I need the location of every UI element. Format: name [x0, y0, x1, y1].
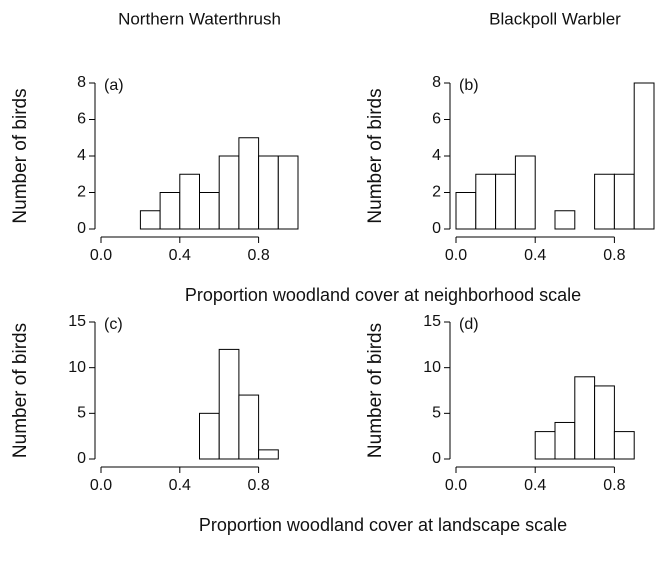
- bar: [199, 412, 220, 460]
- bar: [159, 192, 181, 230]
- y-tick-label: 2: [432, 184, 441, 201]
- y-tick-label: 0: [77, 450, 86, 467]
- x-tick-label: 0.4: [524, 477, 546, 494]
- y-axis-label: Number of birds: [365, 88, 386, 223]
- bar: [238, 137, 260, 230]
- x-tick-label: 0.8: [247, 477, 269, 494]
- bar: [277, 155, 299, 230]
- bar: [218, 155, 240, 230]
- bar: [554, 421, 576, 460]
- bar: [574, 376, 596, 460]
- panel-label: (d): [459, 316, 479, 333]
- panel-label: (c): [104, 316, 123, 333]
- bar: [613, 431, 635, 460]
- y-axis-label: Number of birds: [10, 88, 31, 223]
- y-tick-label: 8: [77, 74, 86, 91]
- x-tick-label: 0.8: [603, 247, 625, 264]
- x-tick-label: 0.0: [90, 477, 112, 494]
- bar: [633, 82, 655, 230]
- x-tick-label: 0.4: [169, 477, 191, 494]
- x-axis-label: Proportion woodland cover at neighborhoo…: [185, 285, 581, 305]
- y-axis-label: Number of birds: [365, 323, 386, 458]
- bar: [475, 173, 497, 230]
- y-tick-label: 6: [432, 111, 441, 128]
- y-axis-label: Number of birds: [10, 323, 31, 458]
- y-tick-label: 0: [432, 450, 441, 467]
- y-tick-label: 0: [432, 220, 441, 237]
- y-tick-label: 8: [432, 74, 441, 91]
- y-tick-label: 5: [77, 405, 86, 422]
- x-tick-label: 0.0: [90, 247, 112, 264]
- y-tick-label: 4: [432, 147, 441, 164]
- x-tick-label: 0.8: [603, 477, 625, 494]
- bar: [258, 449, 279, 460]
- panel-label: (a): [104, 77, 124, 94]
- bar: [594, 385, 615, 460]
- bar: [594, 173, 615, 230]
- panel-title: Northern Waterthrush: [118, 9, 281, 28]
- x-tick-label: 0.4: [524, 247, 546, 264]
- bar: [514, 155, 536, 230]
- y-tick-label: 4: [77, 147, 86, 164]
- x-tick-label: 0.4: [169, 247, 191, 264]
- bar: [554, 210, 576, 230]
- x-axis-label: Proportion woodland cover at landscape s…: [199, 515, 567, 535]
- bar: [495, 173, 516, 230]
- y-tick-label: 2: [77, 184, 86, 201]
- x-tick-label: 0.0: [445, 477, 467, 494]
- y-tick-label: 15: [68, 313, 86, 330]
- x-tick-label: 0.0: [445, 247, 467, 264]
- bar: [238, 394, 260, 460]
- bar: [139, 210, 161, 230]
- bar: [179, 173, 201, 230]
- bar: [199, 192, 220, 230]
- panel-label: (b): [459, 77, 479, 94]
- y-tick-label: 15: [423, 313, 441, 330]
- x-tick-label: 0.8: [247, 247, 269, 264]
- y-tick-label: 10: [423, 359, 441, 376]
- bar: [218, 348, 240, 460]
- y-tick-label: 6: [77, 111, 86, 128]
- y-tick-label: 5: [432, 405, 441, 422]
- panel-title: Blackpoll Warbler: [489, 9, 621, 28]
- y-tick-label: 10: [68, 359, 86, 376]
- bar: [258, 155, 279, 230]
- y-tick-label: 0: [77, 220, 86, 237]
- bar: [534, 431, 556, 460]
- bar: [455, 192, 477, 230]
- bar: [613, 173, 635, 230]
